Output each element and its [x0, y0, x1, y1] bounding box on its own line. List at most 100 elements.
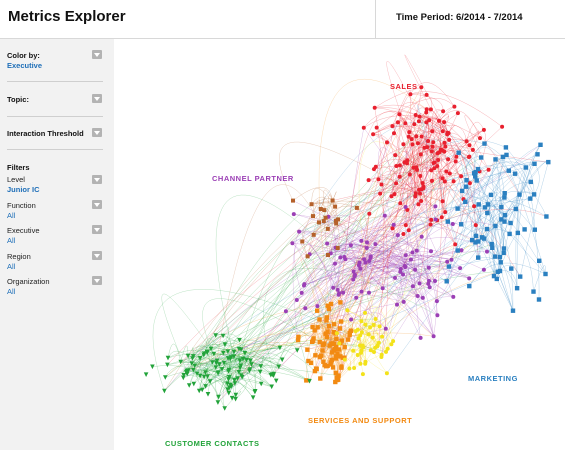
filter-organization-value[interactable]: All	[7, 287, 16, 296]
graph-node	[331, 285, 336, 290]
graph-edge	[410, 93, 444, 112]
filter-executive-dropdown-icon[interactable]	[92, 225, 102, 234]
graph-node	[318, 376, 323, 381]
graph-edge	[373, 208, 516, 353]
graph-edge	[183, 239, 473, 379]
network-graph-canvas[interactable]: SALES CHANNEL PARTNER MARKETING SERVICES…	[114, 39, 565, 450]
graph-edge	[164, 372, 187, 392]
graph-node	[493, 223, 498, 229]
graph-edge	[240, 121, 445, 376]
graph-node	[445, 259, 450, 264]
graph-node	[205, 392, 211, 397]
graph-edge	[301, 244, 367, 293]
graph-edge	[327, 243, 430, 282]
graph-node	[395, 120, 400, 125]
filter-function-value[interactable]: All	[7, 211, 16, 220]
graph-edge	[152, 365, 231, 386]
graph-node	[376, 340, 381, 345]
graph-edge	[381, 149, 442, 358]
graph-edge	[475, 163, 535, 177]
graph-node	[445, 219, 450, 224]
graph-edge	[183, 360, 240, 379]
graph-edge	[205, 342, 387, 373]
filter-organization-dropdown-icon[interactable]	[92, 276, 102, 285]
graph-node	[419, 199, 424, 203]
graph-node	[335, 246, 340, 250]
graph-node	[219, 367, 225, 372]
graph-node	[455, 206, 460, 211]
graph-edge	[363, 250, 436, 282]
graph-edge	[188, 182, 423, 371]
graph-edge	[313, 215, 431, 236]
graph-node	[294, 298, 299, 302]
graph-node	[391, 222, 396, 227]
graph-node	[507, 231, 512, 237]
graph-node	[308, 360, 314, 366]
graph-node	[504, 152, 509, 158]
graph-node	[183, 370, 189, 375]
graph-edge	[366, 203, 436, 249]
time-period-box[interactable]: Time Period: 6/2014 - 7/2014	[375, 0, 565, 38]
graph-edge	[398, 94, 411, 166]
graph-node	[201, 352, 207, 358]
graph-edge	[304, 215, 385, 285]
graph-edge	[410, 82, 455, 107]
graph-node	[342, 344, 347, 350]
graph-edge	[508, 170, 546, 275]
graph-edge	[430, 208, 547, 225]
graph-edge	[205, 339, 240, 373]
graph-node	[467, 143, 472, 148]
graph-node	[345, 337, 351, 342]
graph-edge	[326, 310, 336, 321]
color-by-dropdown-icon[interactable]	[92, 50, 102, 59]
graph-edge	[405, 120, 430, 208]
graph-edge	[228, 150, 443, 394]
graph-edge	[335, 247, 438, 316]
graph-edge	[307, 328, 386, 350]
graph-edge	[363, 110, 448, 134]
graph-node	[506, 168, 511, 173]
graph-node	[425, 145, 430, 150]
graph-edge	[312, 199, 321, 223]
graph-edge	[180, 345, 189, 363]
graph-edge	[333, 189, 420, 344]
graph-edge	[292, 187, 333, 201]
graph-node	[225, 381, 230, 386]
graph-edge	[380, 147, 425, 194]
graph-node	[363, 361, 368, 366]
graph-node	[424, 120, 429, 125]
graph-edge	[384, 215, 406, 267]
color-by-value[interactable]: Executive	[7, 61, 43, 70]
graph-node	[235, 376, 240, 381]
graph-node	[358, 333, 363, 338]
graph-node	[329, 350, 335, 355]
graph-node	[508, 220, 513, 226]
network-graph[interactable]	[114, 39, 565, 450]
graph-node	[499, 204, 504, 210]
graph-node	[470, 147, 475, 152]
graph-node	[327, 343, 332, 348]
graph-edge	[207, 343, 251, 370]
filter-region-value[interactable]: All	[7, 262, 16, 271]
graph-node	[213, 333, 218, 338]
filter-region-dropdown-icon[interactable]	[92, 251, 102, 260]
graph-node	[424, 107, 429, 112]
filter-level-value[interactable]: Junior IC	[7, 185, 40, 194]
filter-level-dropdown-icon[interactable]	[92, 175, 102, 184]
graph-edge	[340, 219, 436, 258]
graph-edge	[302, 151, 433, 242]
graph-node	[490, 245, 495, 250]
filter-executive-value[interactable]: All	[7, 236, 16, 245]
graph-edge	[328, 314, 339, 327]
graph-edge	[413, 136, 417, 197]
graph-edge	[410, 94, 417, 194]
graph-node	[336, 292, 341, 297]
topic-dropdown-icon[interactable]	[92, 94, 102, 103]
graph-node	[464, 178, 469, 183]
graph-node	[385, 346, 390, 351]
graph-node	[365, 240, 369, 245]
interaction-threshold-dropdown-icon[interactable]	[92, 128, 102, 137]
filter-function-dropdown-icon[interactable]	[92, 200, 102, 209]
graph-node	[236, 369, 242, 375]
graph-node	[454, 154, 459, 159]
